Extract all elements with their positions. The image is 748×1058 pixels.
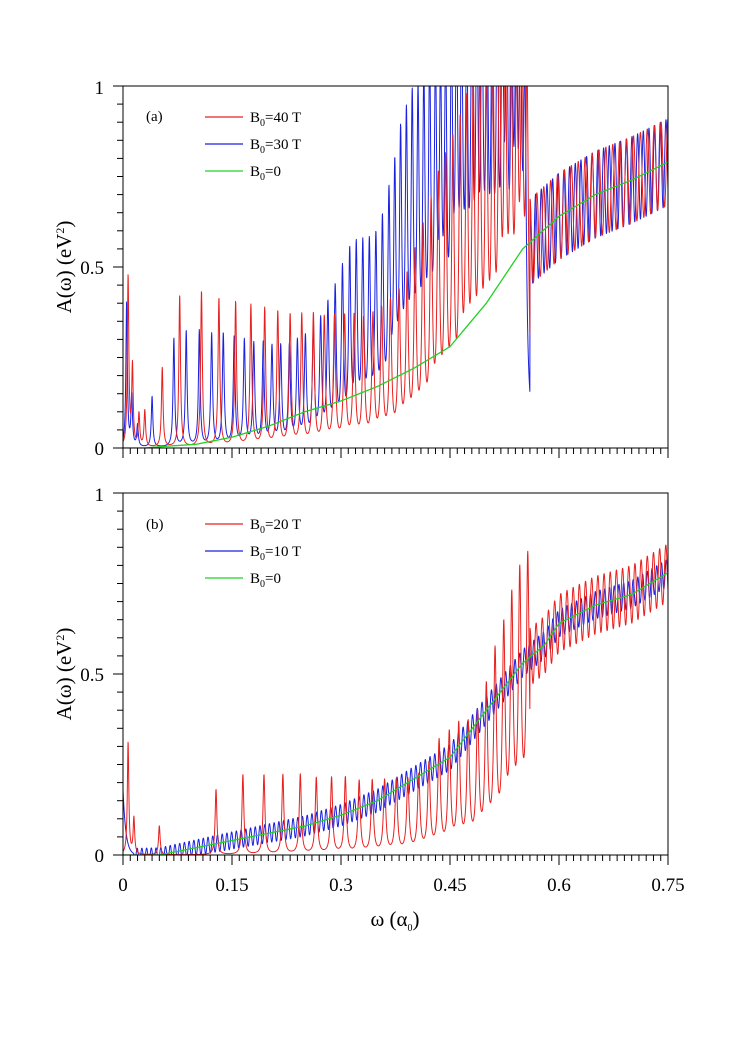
panel-b-ytick-1: 1 xyxy=(95,485,105,506)
series-line-a-2 xyxy=(123,86,668,447)
series-line-b-1 xyxy=(123,544,668,855)
panel-a-legend: B0=40 T B0=30 T B0=0 xyxy=(205,110,301,183)
series-line-b-2 xyxy=(123,559,668,855)
panel-b-ytick-0: 0 xyxy=(95,846,105,867)
panel-b-ytick-0.5: 0.5 xyxy=(80,665,104,686)
panel-a-ytick-0.5: 0.5 xyxy=(80,258,104,279)
panel-b-xtick-0.75: 0.75 xyxy=(651,875,684,896)
legend-a-label-2: B0=30 T xyxy=(250,137,301,156)
panel-a: (a) B0=40 T B0=30 T B0=0 1 0.5 0 A(ω) (e… xyxy=(52,78,669,460)
panel-b-xtick-0: 0 xyxy=(118,875,128,896)
legend-b-label-3: B0=0 xyxy=(250,571,281,590)
panel-b-ylabel: A(ω) (eV2) xyxy=(52,628,76,721)
series-line-a-3 xyxy=(123,161,668,448)
legend-a-label-1: B0=40 T xyxy=(250,110,301,129)
series-line-a-1 xyxy=(123,86,668,447)
panel-a-ticks xyxy=(113,85,669,458)
legend-b-label-1: B0=20 T xyxy=(250,517,301,536)
panel-b-xtick-0.6: 0.6 xyxy=(547,875,571,896)
panel-b-frame xyxy=(122,492,669,856)
panel-b-xtick-0.3: 0.3 xyxy=(329,875,353,896)
panel-b-label: (b) xyxy=(146,517,164,533)
panel-b-xtick-0.15: 0.15 xyxy=(215,875,248,896)
panel-b-xtick-0.45: 0.45 xyxy=(433,875,466,896)
panel-b-curves xyxy=(123,544,668,855)
panel-b-legend: B0=20 T B0=10 T B0=0 xyxy=(205,517,301,590)
panel-a-frame xyxy=(122,85,669,449)
x-axis-title: ω (α0) xyxy=(370,907,419,934)
legend-b-label-2: B0=10 T xyxy=(250,544,301,563)
panel-a-ylabel: A(ω) (eV2) xyxy=(52,221,76,314)
panel-a-ytick-0: 0 xyxy=(95,439,105,460)
panel-b-ticks xyxy=(113,492,669,865)
series-line-b-3 xyxy=(123,572,668,855)
legend-a-label-3: B0=0 xyxy=(250,164,281,183)
panel-b: (b) B0=20 T B0=10 T B0=0 1 0.5 0 0 0.15 … xyxy=(52,485,685,934)
panel-a-curves xyxy=(123,86,668,448)
panel-a-ytick-1: 1 xyxy=(95,78,105,99)
panel-a-label: (a) xyxy=(146,109,163,125)
